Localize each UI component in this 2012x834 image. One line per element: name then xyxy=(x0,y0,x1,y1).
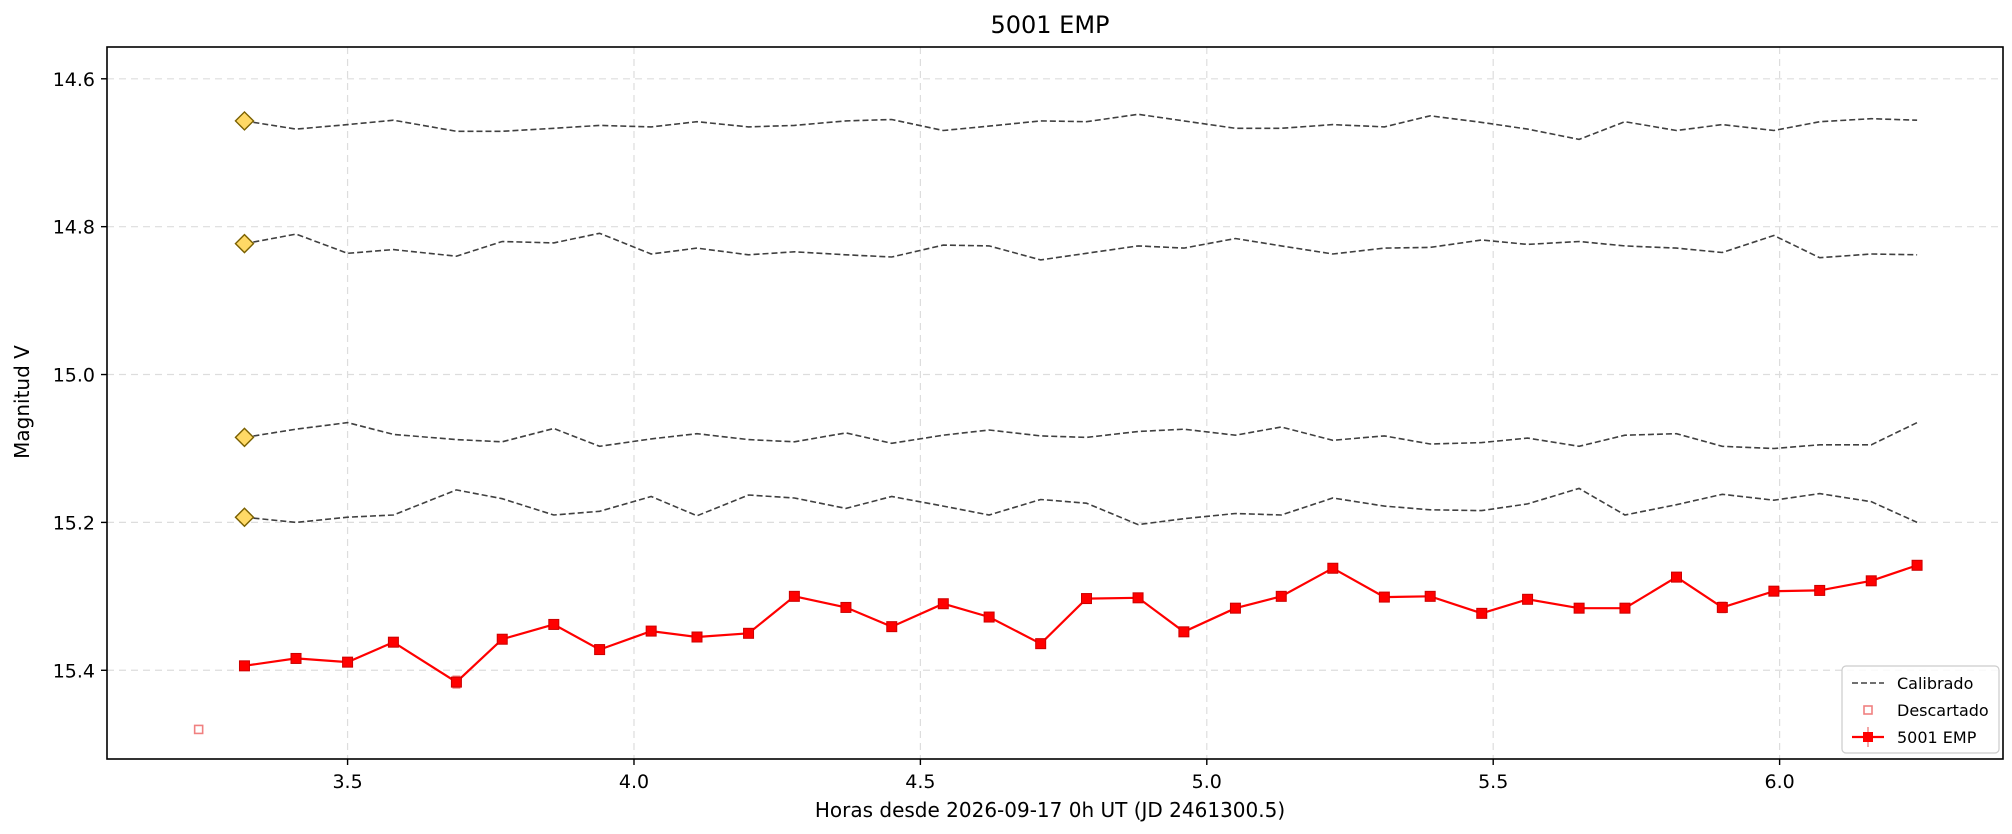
x-tick-label: 3.5 xyxy=(332,771,362,793)
target-data-point xyxy=(1716,601,1728,613)
y-axis-ticks: 14.6 14.8 15.0 15.2 15.4 xyxy=(53,69,107,682)
calibrated-series-line-1 xyxy=(244,113,1918,141)
target-data-point xyxy=(1911,559,1923,571)
y-tick-label: 15.4 xyxy=(53,660,95,682)
target-data-point xyxy=(886,621,898,633)
target-data-point xyxy=(1275,590,1287,602)
target-data-point xyxy=(788,590,800,602)
target-data-point xyxy=(937,598,949,610)
target-data-point xyxy=(238,660,250,672)
target-data-point xyxy=(1814,584,1826,596)
target-data-point xyxy=(290,652,302,664)
target-data-point xyxy=(496,633,508,645)
target-data-point xyxy=(1035,638,1047,650)
target-data-point xyxy=(450,676,462,688)
x-tick-label: 6.0 xyxy=(1764,771,1794,793)
target-data-point xyxy=(840,601,852,613)
legend-box xyxy=(1841,665,2000,754)
calibrated-series-line-4 xyxy=(244,487,1918,526)
x-tick-label: 5.5 xyxy=(1478,771,1508,793)
grid-lines xyxy=(107,47,2003,759)
discarded-data-point xyxy=(193,724,204,735)
target-data-point xyxy=(1619,602,1631,614)
x-axis-title: Horas desde 2026-09-17 0h UT (JD 2461300… xyxy=(815,798,1285,822)
target-data-point xyxy=(594,644,606,656)
legend-label: Calibrado xyxy=(1897,674,1973,693)
legend: Calibrado Descartado 5001 EMP xyxy=(1841,665,2000,754)
target-data-point xyxy=(1132,592,1144,604)
target-data-point xyxy=(1424,590,1436,602)
target-data-point xyxy=(1178,626,1190,638)
target-data-point xyxy=(1670,571,1682,583)
reference-star-marker xyxy=(234,110,255,131)
y-axis-title: Magnitud V xyxy=(10,345,34,459)
target-data-point xyxy=(1327,562,1339,574)
target-data-point xyxy=(691,631,703,643)
target-data-point xyxy=(342,656,354,668)
y-tick-label: 15.2 xyxy=(53,512,95,534)
x-tick-label: 4.5 xyxy=(905,771,935,793)
target-data-point xyxy=(387,636,399,648)
target-data-point xyxy=(1865,575,1877,587)
y-tick-label: 14.6 xyxy=(53,69,95,91)
reference-star-marker xyxy=(234,427,255,448)
legend-label: Descartado xyxy=(1897,701,1989,720)
target-data-point xyxy=(1573,602,1585,614)
target-data-point xyxy=(1768,585,1780,597)
target-data-point xyxy=(645,625,657,637)
target-data-point xyxy=(1378,591,1390,603)
calibrated-series-group xyxy=(244,113,1918,526)
legend-label: 5001 EMP xyxy=(1897,728,1977,747)
target-data-point xyxy=(548,618,560,630)
target-series-group xyxy=(238,559,1923,689)
plot-frame xyxy=(106,46,2004,760)
target-data-point xyxy=(1081,593,1093,605)
calibrated-series-line-2 xyxy=(244,232,1918,261)
chart-title: 5001 EMP xyxy=(990,11,1109,39)
target-data-point xyxy=(983,611,995,623)
y-tick-label: 15.0 xyxy=(53,365,95,387)
x-tick-label: 4.0 xyxy=(619,771,649,793)
legend-swatch-target-marker xyxy=(1863,732,1873,742)
y-tick-label: 14.8 xyxy=(53,217,95,239)
calibrated-series-line-3 xyxy=(244,421,1918,450)
target-data-point xyxy=(1522,593,1534,605)
target-data-point xyxy=(1229,602,1241,614)
target-data-point xyxy=(1476,607,1488,619)
x-axis-ticks: 3.5 4.0 4.5 5.0 5.5 6.0 xyxy=(332,759,1795,793)
legend-swatch-discarded xyxy=(1863,705,1873,715)
x-tick-label: 5.0 xyxy=(1192,771,1222,793)
reference-star-marker xyxy=(234,507,255,528)
reference-star-marker xyxy=(234,233,255,254)
target-data-point xyxy=(743,627,755,639)
reference-markers-group xyxy=(193,110,255,735)
